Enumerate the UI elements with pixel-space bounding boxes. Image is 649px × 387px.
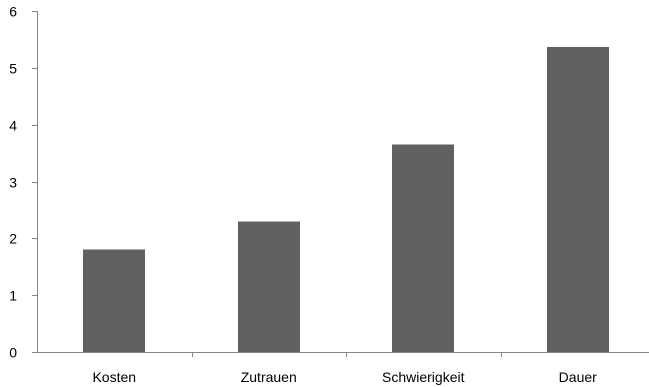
x-tick-label: Dauer	[559, 369, 597, 385]
x-tick-label: Schwierigkeit	[382, 369, 465, 385]
bar-zutrauen	[238, 221, 300, 352]
bar-kosten	[83, 249, 145, 352]
y-tick-label: 3	[9, 175, 17, 191]
x-axis: Kosten Zutrauen Schwierigkeit Dauer	[37, 352, 649, 385]
bar-schwierigkeit	[392, 144, 454, 352]
y-tick-label: 5	[9, 61, 17, 77]
x-tick-label: Zutrauen	[241, 369, 297, 385]
bar-dauer	[547, 46, 609, 353]
x-tick-label: Kosten	[92, 369, 136, 385]
y-tick-label: 6	[9, 4, 17, 20]
y-tick-label: 4	[9, 118, 17, 134]
y-tick-label: 0	[9, 345, 17, 361]
y-tick-label: 1	[9, 288, 17, 304]
y-axis: 0 1 2 3 4 5 6	[9, 4, 38, 361]
y-tick-label: 2	[9, 231, 17, 247]
bars	[83, 46, 609, 353]
